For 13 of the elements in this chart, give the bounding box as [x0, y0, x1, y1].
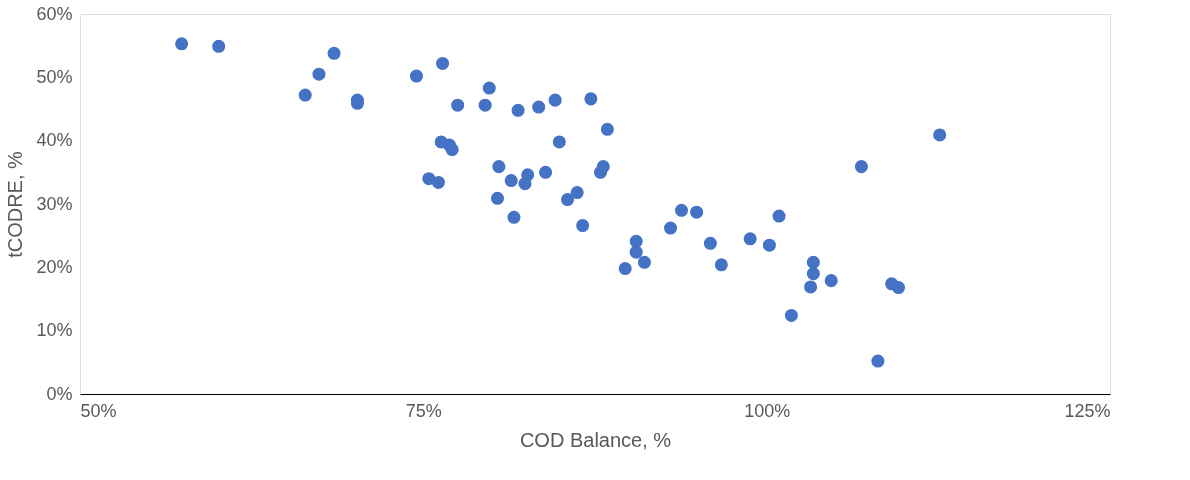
x-tick-label: 75% — [405, 400, 442, 421]
y-axis-title: tCODRE, % — [4, 150, 27, 258]
x-tick-label: 125% — [1064, 400, 1111, 421]
y-tick-label: 40% — [36, 130, 73, 151]
y-tick-label: 60% — [36, 3, 73, 24]
x-tick-label: 50% — [80, 400, 117, 421]
y-tick-label: 50% — [36, 66, 73, 87]
y-tick-label: 0% — [46, 383, 73, 404]
x-axis-title: COD Balance, % — [519, 428, 672, 451]
x-tick-label: 100% — [744, 400, 791, 421]
y-tick-label: 30% — [36, 193, 73, 214]
y-tick-label: 20% — [36, 256, 73, 277]
y-tick-label: 10% — [36, 320, 73, 341]
